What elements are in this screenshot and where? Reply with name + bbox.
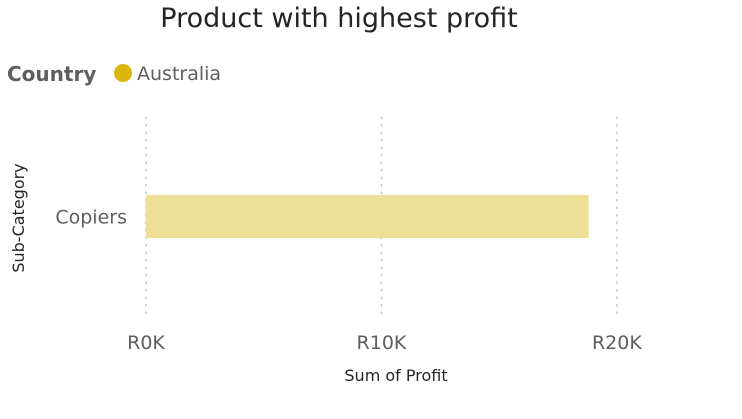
y-axis-title: Sub-Category	[9, 163, 28, 272]
y-tick-label-copiers: Copiers	[55, 207, 127, 229]
x-axis-ticks: R0K R10K R20K	[127, 332, 642, 354]
legend-marker-australia[interactable]	[114, 64, 132, 82]
bar-copiers[interactable]	[146, 195, 589, 238]
x-tick-label-2: R20K	[592, 332, 642, 354]
legend-label-australia[interactable]: Australia	[137, 63, 221, 85]
chart-title: Product with highest profit	[160, 3, 517, 34]
x-tick-label-0: R0K	[127, 332, 165, 354]
x-axis-title: Sum of Profit	[344, 366, 447, 385]
legend[interactable]: Country Australia	[7, 62, 221, 86]
y-axis-ticks: Copiers	[55, 207, 127, 229]
x-tick-label-1: R10K	[357, 332, 407, 354]
bars	[146, 195, 589, 238]
legend-title: Country	[7, 62, 96, 86]
